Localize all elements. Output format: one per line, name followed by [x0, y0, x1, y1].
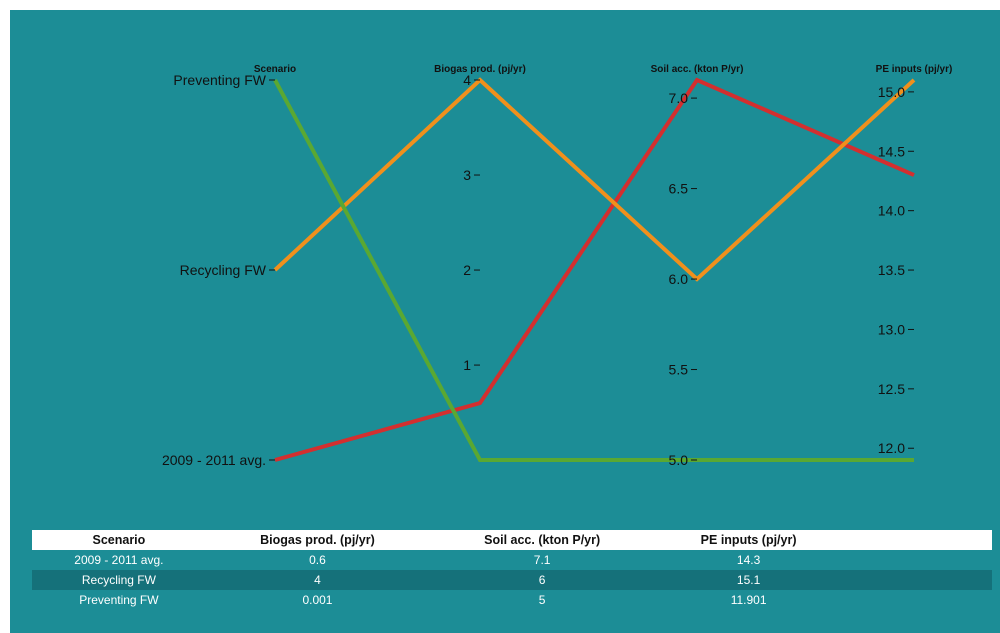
tick-label: 12.0 — [878, 440, 905, 456]
axis-title: PE inputs (pj/yr) — [876, 64, 953, 75]
tick-label: 2 — [463, 262, 471, 278]
visualization-panel: Scenario Preventing FW Recycling FW 2009 - … — [10, 10, 1000, 633]
tick-label: 6.5 — [669, 181, 689, 197]
table-cell: 15.1 — [655, 570, 842, 590]
table-cell-empty — [842, 590, 992, 610]
table-cell: 2009 - 2011 avg. — [74, 553, 164, 567]
tick-label: Recycling FW — [180, 262, 267, 278]
axis-title: Soil acc. (kton P/yr) — [651, 64, 744, 75]
table-cell: 0.6 — [309, 553, 326, 567]
table-cell: 7.1 — [533, 553, 551, 567]
table-row: Recycling FW 4 6 15.1 — [32, 570, 992, 590]
column-header-scenario[interactable]: Scenario — [32, 530, 206, 550]
column-header-biogas[interactable]: Biogas prod. (pj/yr) — [205, 530, 430, 550]
axis-2: Soil acc. (kton P/yr) 5.0 5.5 6.0 6.5 7.0 — [651, 64, 744, 468]
tick-label: 15.0 — [878, 84, 905, 100]
table-cell: Preventing FW — [79, 593, 159, 607]
table-header-row: Scenario Biogas prod. (pj/yr) Soil acc. … — [32, 530, 992, 550]
table-cell: 6 — [429, 570, 656, 590]
table-cell: 14.3 — [736, 553, 761, 567]
series-line-2009-2011-avg- — [274, 77, 915, 462]
axis-title: Biogas prod. (pj/yr) — [434, 64, 526, 75]
table-row: 2009 - 2011 avg. 0.6 7.1 14.3 — [32, 550, 992, 570]
tick-label: 13.0 — [878, 321, 905, 337]
tick-label: 6.0 — [669, 271, 689, 287]
series-line-preventing-fw — [273, 79, 914, 462]
table-cell-empty — [842, 570, 992, 590]
tick-label: 13.5 — [878, 262, 905, 278]
tick-label: 14.0 — [878, 203, 905, 219]
table-row: Preventing FW 0.001 5 11.901 — [32, 590, 992, 610]
series-line-recycling-fw — [273, 77, 916, 282]
tick-label: 7.0 — [669, 90, 689, 106]
column-header-empty — [842, 530, 992, 550]
tick-label: Preventing FW — [173, 72, 266, 88]
table-cell: 5 — [538, 593, 546, 607]
tick-label: 14.5 — [878, 143, 905, 159]
tick-label: 2009 - 2011 avg. — [162, 452, 266, 468]
table-cell: Recycling FW — [32, 570, 206, 590]
column-header-pe[interactable]: PE inputs (pj/yr) — [655, 530, 842, 550]
table-cell: 11.901 — [730, 593, 767, 607]
column-header-soil[interactable]: Soil acc. (kton P/yr) — [429, 530, 656, 550]
tick-label: 5.5 — [669, 362, 689, 378]
series-lines — [273, 77, 916, 462]
axis-title: Scenario — [254, 64, 296, 75]
table-cell: 4 — [205, 570, 430, 590]
tick-label: 1 — [463, 357, 471, 373]
tick-label: 4 — [463, 72, 471, 88]
tick-label: 5.0 — [669, 452, 689, 468]
tick-label: 3 — [463, 167, 471, 183]
axis-3: PE inputs (pj/yr) 12.0 12.5 13.0 13.5 14.0 14.… — [876, 64, 953, 456]
data-table: Scenario Biogas prod. (pj/yr) Soil acc. … — [32, 530, 992, 610]
axis-1: Biogas prod. (pj/yr) 1 2 3 4 — [434, 64, 526, 373]
table-cell: 0.001 — [302, 593, 333, 607]
tick-label: 12.5 — [878, 381, 905, 397]
table-cell-empty — [842, 550, 992, 570]
